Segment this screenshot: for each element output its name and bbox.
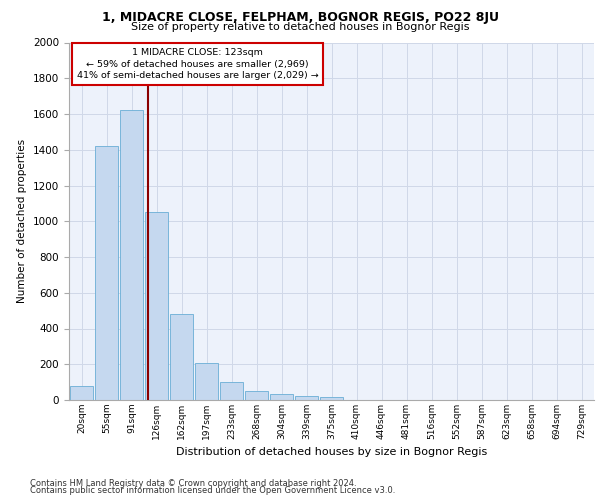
X-axis label: Distribution of detached houses by size in Bognor Regis: Distribution of detached houses by size …	[176, 448, 487, 458]
Bar	[194, 364, 218, 400]
Text: Contains public sector information licensed under the Open Government Licence v3: Contains public sector information licen…	[30, 486, 395, 495]
Text: 1 MIDACRE CLOSE: 123sqm
← 59% of detached houses are smaller (2,969)
41% of semi: 1 MIDACRE CLOSE: 123sqm ← 59% of detache…	[77, 48, 319, 80]
Bar	[320, 397, 343, 400]
Bar	[95, 146, 118, 400]
Bar	[220, 382, 244, 400]
Bar	[269, 394, 293, 400]
Y-axis label: Number of detached properties: Number of detached properties	[17, 139, 28, 304]
Text: 1, MIDACRE CLOSE, FELPHAM, BOGNOR REGIS, PO22 8JU: 1, MIDACRE CLOSE, FELPHAM, BOGNOR REGIS,…	[101, 12, 499, 24]
Bar	[170, 314, 193, 400]
Bar	[70, 386, 94, 400]
Bar	[145, 212, 169, 400]
Text: Size of property relative to detached houses in Bognor Regis: Size of property relative to detached ho…	[131, 22, 469, 32]
Bar	[119, 110, 143, 400]
Bar	[295, 396, 319, 400]
Bar	[245, 392, 268, 400]
Text: Contains HM Land Registry data © Crown copyright and database right 2024.: Contains HM Land Registry data © Crown c…	[30, 478, 356, 488]
